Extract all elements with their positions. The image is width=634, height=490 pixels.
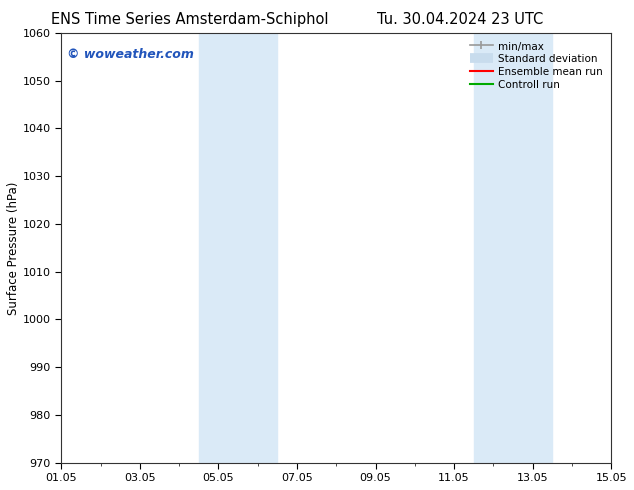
Text: © woweather.com: © woweather.com: [67, 48, 193, 61]
Bar: [198, 33, 277, 463]
Legend: min/max, Standard deviation, Ensemble mean run, Controll run: min/max, Standard deviation, Ensemble me…: [467, 38, 606, 93]
Y-axis label: Surface Pressure (hPa): Surface Pressure (hPa): [7, 181, 20, 315]
Text: Tu. 30.04.2024 23 UTC: Tu. 30.04.2024 23 UTC: [377, 12, 543, 27]
Bar: [474, 33, 552, 463]
Text: ENS Time Series Amsterdam-Schiphol: ENS Time Series Amsterdam-Schiphol: [51, 12, 329, 27]
